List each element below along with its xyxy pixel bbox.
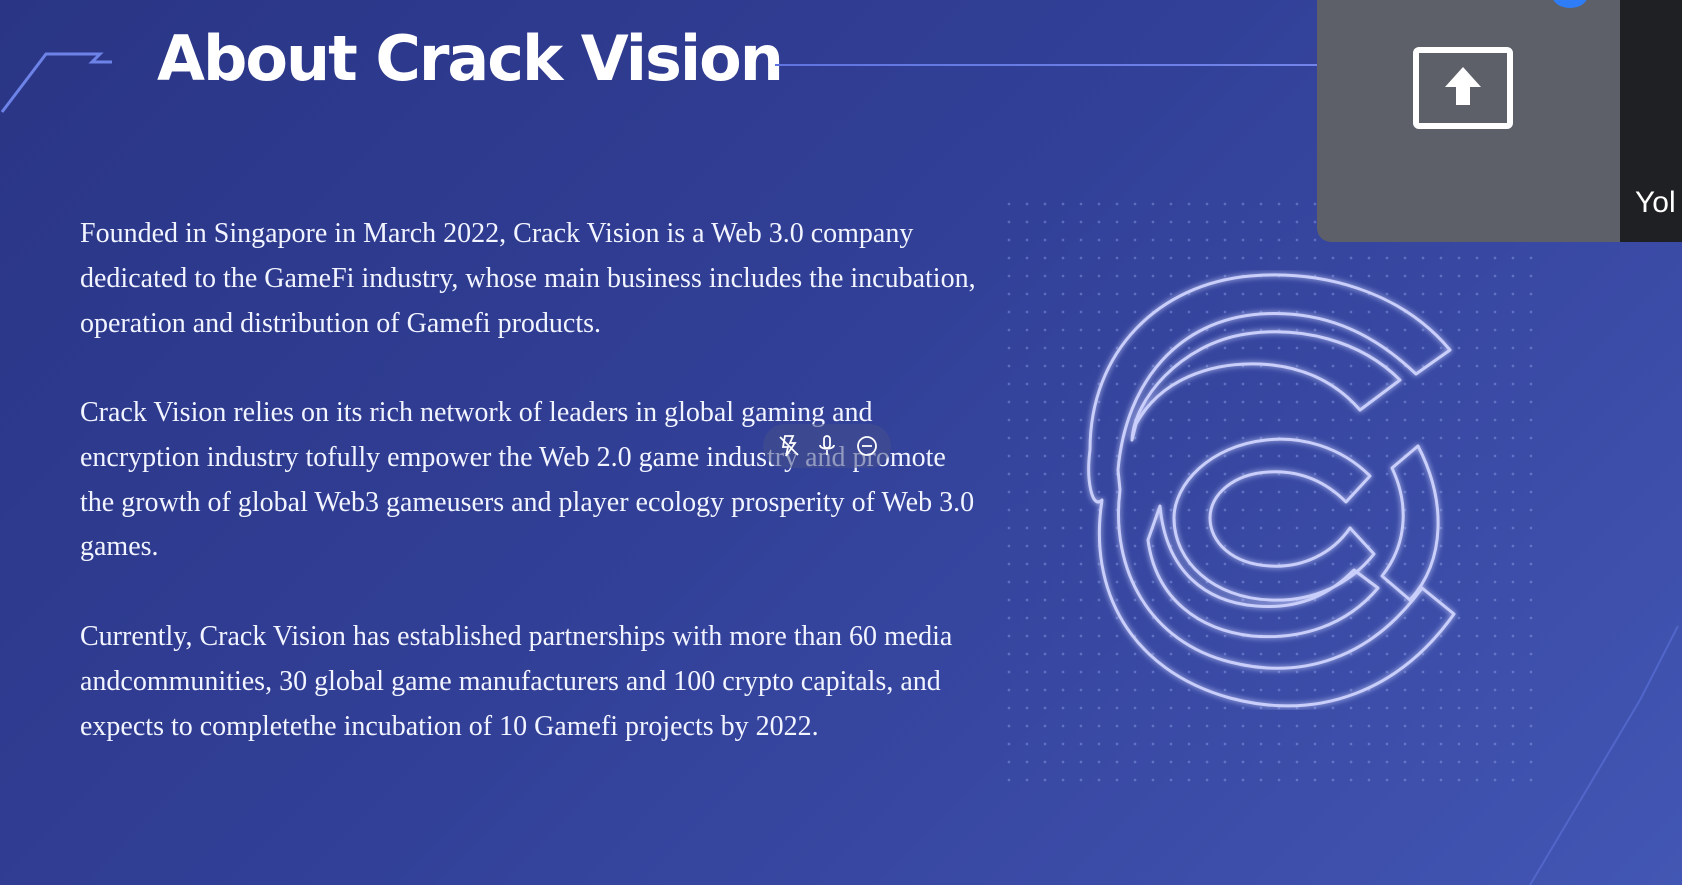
share-screen-button[interactable] [1413, 47, 1513, 129]
microphone-icon[interactable] [815, 434, 839, 458]
dot-grid-background [1000, 195, 1540, 795]
notification-badge [1552, 0, 1588, 8]
crack-vision-logo-icon [1087, 273, 1456, 708]
paragraph-network: Crack Vision relies on its rich network … [80, 397, 975, 563]
title-corner-decoration [0, 52, 112, 113]
share-screen-icon [1445, 67, 1481, 105]
corner-line-decoration [1529, 625, 1679, 885]
paragraph-partnerships: Currently, Crack Vision has established … [80, 621, 953, 742]
screen-share-panel [1317, 0, 1620, 242]
header-divider [775, 64, 1335, 66]
dictation-toolbar[interactable] [763, 424, 891, 468]
flash-off-icon[interactable] [777, 434, 801, 458]
minus-circle-icon[interactable] [855, 434, 879, 458]
participant-name: Yol [1635, 186, 1676, 219]
participant-tile[interactable]: Yol [1620, 0, 1682, 242]
slide-title: About Crack Vision [157, 22, 784, 95]
paragraph-founding: Founded in Singapore in March 2022, Crac… [80, 218, 976, 339]
